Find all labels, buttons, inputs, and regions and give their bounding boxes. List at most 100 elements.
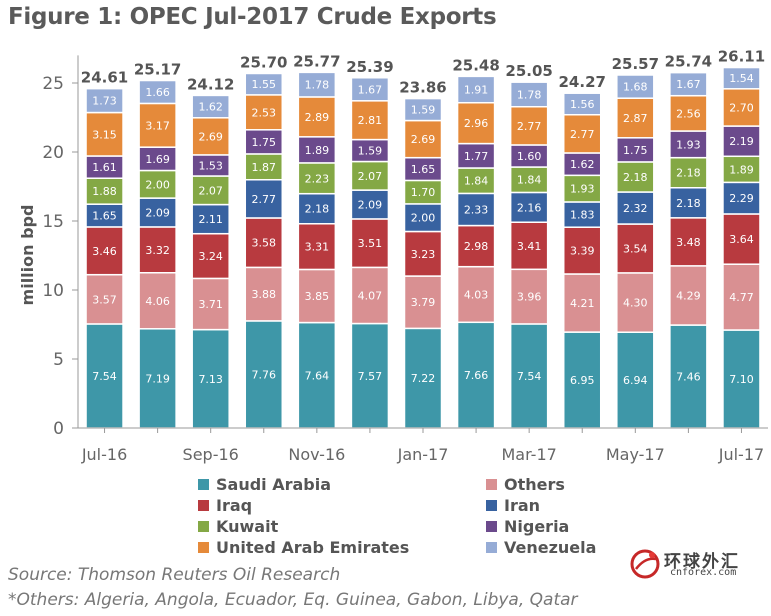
- segment-value-label: 7.19: [145, 372, 170, 385]
- segment-value-label: 2.18: [305, 203, 330, 216]
- segment-value-label: 7.46: [676, 371, 701, 384]
- segment-value-label: 1.84: [464, 175, 489, 188]
- bar-segment: [562, 201, 602, 228]
- bar-segment: [616, 97, 655, 139]
- segment-value-label: 3.71: [198, 298, 223, 311]
- total-label: 25.17: [134, 61, 181, 79]
- x-tick-label: May-17: [606, 445, 665, 464]
- total-label: 24.27: [559, 73, 606, 91]
- segment-value-label: 2.69: [198, 130, 223, 143]
- segment-value-label: 3.51: [358, 237, 383, 250]
- segment-value-label: 3.39: [570, 245, 595, 258]
- bar-segment: [616, 223, 655, 274]
- segment-value-label: 1.77: [464, 150, 489, 163]
- segment-value-label: 7.22: [411, 372, 436, 385]
- legend-swatch: [486, 521, 497, 532]
- bar-segment: [297, 268, 337, 324]
- cnforex-logo: 环球外汇 cnforex.com: [630, 547, 760, 583]
- bar-segment: [616, 331, 655, 429]
- bar-segment: [350, 189, 390, 220]
- segment-value-label: 4.07: [358, 289, 383, 302]
- legend-item: Venezuela: [486, 538, 596, 557]
- stacked-bar-chart: million bpd 0 5 10 15 20 25 7.54 3.57 3.46 1.65 1.8…: [18, 48, 768, 464]
- bar-segment: [403, 119, 443, 159]
- bar-segment: [244, 129, 284, 155]
- segment-value-label: 1.67: [358, 83, 383, 96]
- segment-value-label: 1.65: [92, 210, 117, 223]
- segment-value-label: 2.96: [464, 117, 489, 130]
- legend-item: United Arab Emirates: [198, 538, 409, 557]
- legend-swatch: [198, 542, 209, 553]
- legend-swatch: [198, 500, 209, 511]
- total-label: 24.12: [187, 75, 234, 93]
- bar-segment: [138, 272, 177, 330]
- bar-segment: [297, 136, 337, 164]
- legend-swatch: [486, 500, 497, 511]
- segment-value-label: 1.75: [623, 144, 648, 157]
- segment-value-label: 2.00: [411, 212, 436, 225]
- segment-value-label: 3.46: [92, 245, 117, 258]
- segment-value-label: 2.81: [358, 114, 383, 127]
- bar-segment: [669, 130, 708, 159]
- bar-segment: [350, 77, 390, 102]
- bar-segment: [669, 94, 708, 132]
- segment-value-label: 3.48: [676, 236, 701, 249]
- legend-label: Others: [504, 475, 565, 494]
- segment-value-label: 1.54: [729, 72, 754, 85]
- segment-value-label: 2.77: [570, 128, 595, 141]
- segment-value-label: 3.15: [92, 128, 117, 141]
- bar-segment: [509, 166, 549, 194]
- segment-value-label: 1.56: [570, 98, 595, 111]
- bar-segment: [244, 72, 284, 96]
- legend-item: Kuwait: [198, 517, 278, 536]
- segment-value-label: 2.16: [517, 201, 542, 214]
- total-label: 25.48: [452, 56, 499, 74]
- segment-value-label: 1.73: [92, 95, 117, 108]
- segment-value-label: 3.85: [305, 290, 330, 303]
- bar-segment: [562, 273, 602, 333]
- others-note: *Others: Algeria, Angola, Ecuador, Eq. G…: [8, 590, 578, 610]
- segment-value-label: 1.62: [570, 158, 595, 171]
- bar-segment: [244, 217, 284, 269]
- segment-value-label: 3.24: [198, 250, 223, 263]
- bar-segment: [297, 192, 337, 225]
- total-label: 24.61: [81, 69, 128, 87]
- bar-segment: [509, 323, 549, 429]
- segment-value-label: 1.67: [676, 78, 701, 91]
- segment-value-label: 1.61: [92, 161, 117, 174]
- y-tick-label: 0: [53, 419, 64, 439]
- total-label: 23.86: [399, 79, 446, 97]
- bar-segment: [138, 226, 177, 274]
- bar-segment: [509, 105, 549, 146]
- bar-segment: [722, 88, 761, 127]
- legend-label: Iraq: [216, 496, 253, 515]
- bar-segment: [191, 232, 230, 280]
- bar-segment: [722, 213, 761, 265]
- legend-label: Iran: [504, 496, 541, 515]
- bar-segment: [191, 203, 230, 235]
- segment-value-label: 4.30: [623, 297, 648, 310]
- y-tick-label: 5: [53, 350, 64, 370]
- segment-value-label: 1.68: [623, 81, 648, 94]
- total-label: 25.74: [665, 53, 712, 71]
- legend-label: Saudi Arabia: [216, 475, 332, 494]
- segment-value-label: 3.23: [411, 248, 436, 261]
- segment-value-label: 1.84: [517, 174, 542, 187]
- bar-segment: [509, 191, 549, 223]
- total-label: 25.57: [612, 55, 659, 73]
- y-tick-label: 15: [42, 212, 64, 232]
- segment-value-label: 7.76: [252, 368, 277, 381]
- bar-segment: [669, 156, 708, 189]
- bar-segment: [403, 97, 443, 122]
- bar-segment: [562, 92, 602, 116]
- segment-value-label: 3.31: [305, 241, 330, 254]
- segment-value-label: 7.13: [198, 373, 223, 386]
- segment-value-label: 1.60: [517, 150, 542, 163]
- bar-segment: [456, 224, 496, 268]
- bar-segment: [669, 217, 708, 267]
- segment-value-label: 2.77: [252, 193, 277, 206]
- legend-item: Saudi Arabia: [198, 475, 331, 494]
- segment-value-label: 1.59: [358, 145, 383, 158]
- legend-swatch: [198, 521, 209, 532]
- segment-value-label: 1.91: [464, 84, 489, 97]
